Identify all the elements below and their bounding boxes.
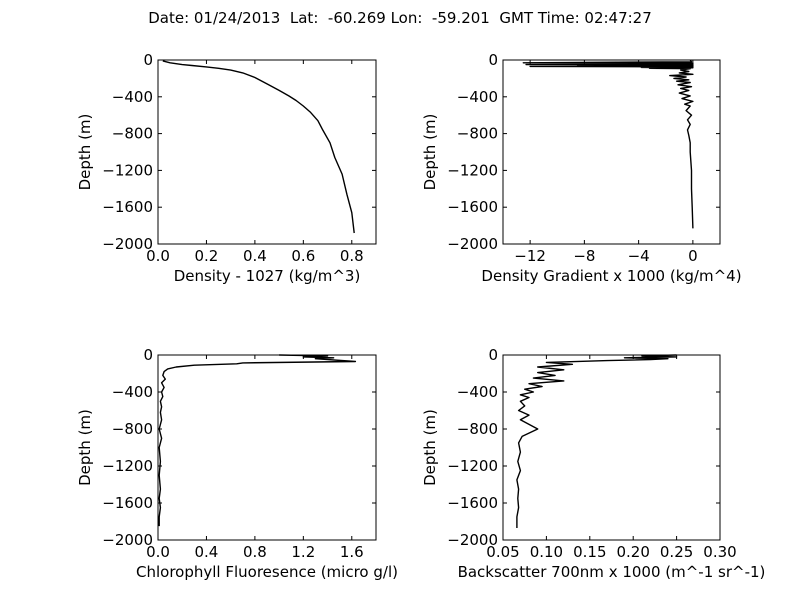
y-tick-label: −400 [457,383,498,401]
x-tick-label: 1.6 [340,543,364,561]
subplot-3: 0.0 0.4 0.8 1.2 1.6 0 −400 −800 −1200 −1600 −2000 C… [76,346,398,581]
subplot-4: 0.05 0.10 0.15 0.20 0.25 0.30 0 −400 −800 −1200 −1… [421,346,765,581]
y-tick-label: −800 [457,420,498,438]
x-tick-label: 0.4 [243,247,267,265]
y-tick-label: −1600 [102,198,153,216]
y-tick-label: −400 [457,88,498,106]
x-tick-label: 0.30 [703,543,736,561]
x-axis-label: Density Gradient x 1000 (kg/m^4) [481,267,741,285]
axes-frame [502,354,721,541]
axes-frame [502,59,721,245]
y-tick-label: −1600 [102,494,153,512]
profile-line [516,354,678,528]
y-tick-label: −800 [112,125,153,143]
y-axis-label: Depth (m) [76,409,94,486]
x-tick-label: 0.25 [660,543,693,561]
x-tick-label: 0.8 [340,247,364,265]
y-tick-label: −800 [457,125,498,143]
x-tick-label: −8 [573,247,595,265]
figure-title: Date: 01/24/2013 Lat: -60.269 Lon: -59.2… [148,9,652,27]
x-axis-label: Density - 1027 (kg/m^3) [174,267,361,285]
y-tick-label: −1200 [447,457,498,475]
y-tick-label: −2000 [447,235,498,253]
y-tick-label: −1600 [447,198,498,216]
y-tick-label: 0 [488,51,498,69]
x-tick-label: 0 [688,247,698,265]
y-tick-label: −2000 [447,531,498,549]
axes-frame [157,59,377,245]
x-tick-label: 0.0 [146,247,170,265]
x-tick-label: 0.20 [616,543,649,561]
x-tick-label: 0.0 [146,543,170,561]
y-tick-label: 0 [488,346,498,364]
y-axis-label: Depth (m) [421,409,439,486]
y-tick-label: −1600 [447,494,498,512]
y-tick-label: −2000 [102,235,153,253]
y-tick-label: 0 [143,51,153,69]
x-tick-label: 0.4 [195,543,219,561]
x-tick-label: −4 [628,247,650,265]
x-axis-label: Chlorophyll Fluoresence (micro g/l) [136,563,398,581]
subplot-2: −12 −8 −4 00−400−800−1200−1600−2000Density … [421,51,742,285]
profile-line [522,59,694,229]
profile-line [162,60,355,234]
y-tick-label: −800 [112,420,153,438]
y-tick-label: −1200 [102,457,153,475]
profile-line [158,354,357,527]
y-tick-label: −1200 [447,161,498,179]
x-tick-label: 1.2 [291,543,315,561]
x-tick-label: 0.05 [486,543,519,561]
subplot-1: 0.0 0.2 0.4 0.6 0.8 0 −400 −800 −1200 −1600 −2000 D… [76,51,377,285]
y-tick-label: −400 [112,88,153,106]
x-tick-label: −12 [514,247,546,265]
x-tick-label: 0.6 [291,247,315,265]
x-tick-label: 0.8 [243,543,267,561]
x-tick-label: 0.10 [530,543,563,561]
y-tick-label: −2000 [102,531,153,549]
y-axis-label: Depth (m) [76,114,94,191]
y-axis-label: Depth (m) [421,114,439,191]
x-tick-label: 0.2 [195,247,219,265]
y-tick-label: −400 [112,383,153,401]
y-tick-label: −1200 [102,161,153,179]
x-tick-label: 0.15 [573,543,606,561]
y-tick-label: 0 [143,346,153,364]
x-axis-label: Backscatter 700nm x 1000 (m^-1 sr^-1) [458,563,766,581]
axes-frame [157,354,377,541]
